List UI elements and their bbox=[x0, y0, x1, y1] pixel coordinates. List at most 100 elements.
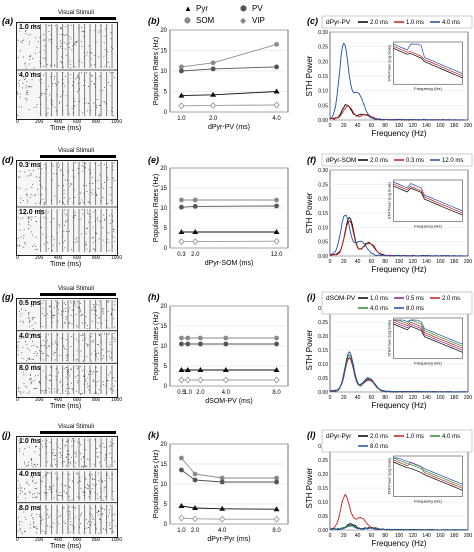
spike bbox=[98, 511, 100, 512]
inset-line bbox=[393, 457, 463, 487]
marker-pyr bbox=[273, 229, 280, 234]
legend-title: dPyr-Pyr bbox=[326, 433, 352, 440]
spike bbox=[29, 319, 31, 321]
spike-burst bbox=[78, 504, 80, 534]
marker-vip bbox=[178, 376, 185, 384]
spike bbox=[27, 93, 29, 95]
spike bbox=[30, 225, 32, 227]
spike bbox=[20, 218, 21, 220]
spike bbox=[88, 385, 90, 387]
spike bbox=[77, 368, 78, 369]
y-tick-label: 0.25 bbox=[318, 45, 328, 51]
spike bbox=[80, 393, 82, 394]
spike bbox=[61, 43, 62, 45]
spike bbox=[21, 42, 23, 43]
spike bbox=[34, 526, 36, 528]
spike-burst bbox=[45, 72, 47, 116]
spike bbox=[25, 309, 27, 311]
spike bbox=[76, 324, 77, 326]
spike bbox=[49, 442, 51, 443]
spike bbox=[59, 200, 60, 202]
spike bbox=[45, 486, 46, 487]
spike bbox=[73, 303, 75, 305]
spike bbox=[91, 478, 93, 480]
spike bbox=[41, 344, 42, 346]
spike bbox=[103, 65, 105, 67]
time-tick: 0 bbox=[16, 397, 19, 403]
spike bbox=[57, 303, 59, 305]
spike bbox=[48, 355, 50, 357]
spike bbox=[39, 454, 40, 456]
spike bbox=[30, 55, 31, 57]
spike bbox=[87, 377, 89, 379]
spike-burst bbox=[100, 162, 102, 205]
spike bbox=[28, 314, 30, 315]
spike bbox=[98, 317, 99, 319]
spike bbox=[113, 461, 115, 462]
x-tick-label: 4.0 bbox=[218, 528, 227, 534]
spike bbox=[54, 315, 55, 316]
spike bbox=[44, 344, 46, 346]
panel-label: (k) bbox=[148, 430, 159, 440]
spike bbox=[32, 481, 34, 482]
legend-title: dPyr-PV bbox=[326, 19, 351, 26]
marker-vip bbox=[178, 102, 185, 110]
legend-title: dSOM-PV bbox=[326, 295, 356, 302]
y-axis-label: STH Power bbox=[305, 467, 314, 508]
spike bbox=[87, 439, 89, 441]
delay-label: 4.0 ms bbox=[18, 471, 42, 479]
spike bbox=[35, 526, 37, 528]
spike bbox=[55, 25, 56, 27]
panel-label: (g) bbox=[2, 292, 14, 302]
spike bbox=[110, 352, 112, 354]
marker-pyr bbox=[273, 88, 280, 94]
spike bbox=[84, 338, 86, 340]
spike bbox=[24, 213, 26, 215]
spike bbox=[54, 459, 55, 460]
spike bbox=[109, 223, 111, 224]
time-tick: 0 bbox=[16, 537, 19, 543]
spike bbox=[81, 72, 82, 74]
x-tick-label: 120 bbox=[409, 395, 418, 401]
spike bbox=[112, 519, 114, 521]
spike bbox=[93, 304, 94, 305]
spike bbox=[112, 48, 114, 50]
spike bbox=[41, 227, 42, 228]
spike bbox=[109, 344, 111, 345]
spike bbox=[98, 514, 100, 516]
spike bbox=[53, 449, 55, 450]
spike bbox=[28, 223, 29, 225]
spike bbox=[78, 172, 79, 174]
spike bbox=[22, 320, 24, 322]
spike bbox=[31, 317, 33, 319]
spike bbox=[60, 96, 62, 97]
spike bbox=[79, 497, 81, 499]
spike bbox=[50, 305, 52, 307]
spike bbox=[28, 320, 30, 322]
spectrum-legend: dPyr-Pyr 2.0 ms 1.0 ms 4.0 ms8.0 ms bbox=[321, 429, 473, 453]
spike bbox=[70, 38, 72, 40]
spike bbox=[26, 193, 28, 195]
spike bbox=[108, 300, 110, 301]
spike bbox=[109, 452, 111, 454]
spike bbox=[17, 341, 18, 343]
spike-burst bbox=[89, 300, 91, 329]
x-tick-label: 80 bbox=[382, 533, 388, 539]
spike bbox=[72, 480, 73, 482]
spike bbox=[42, 440, 44, 442]
spike bbox=[65, 319, 67, 321]
spike bbox=[66, 492, 67, 494]
spike bbox=[50, 489, 51, 490]
spike bbox=[20, 392, 22, 394]
spike bbox=[42, 359, 44, 361]
x-tick-label: 200 bbox=[464, 533, 473, 539]
spike bbox=[91, 508, 93, 509]
spike-burst bbox=[40, 504, 42, 534]
spike bbox=[76, 237, 78, 239]
spike bbox=[19, 484, 21, 486]
spike bbox=[26, 175, 28, 177]
spike bbox=[94, 30, 96, 31]
spike bbox=[99, 519, 101, 520]
spike bbox=[38, 334, 40, 336]
spike bbox=[32, 359, 34, 360]
